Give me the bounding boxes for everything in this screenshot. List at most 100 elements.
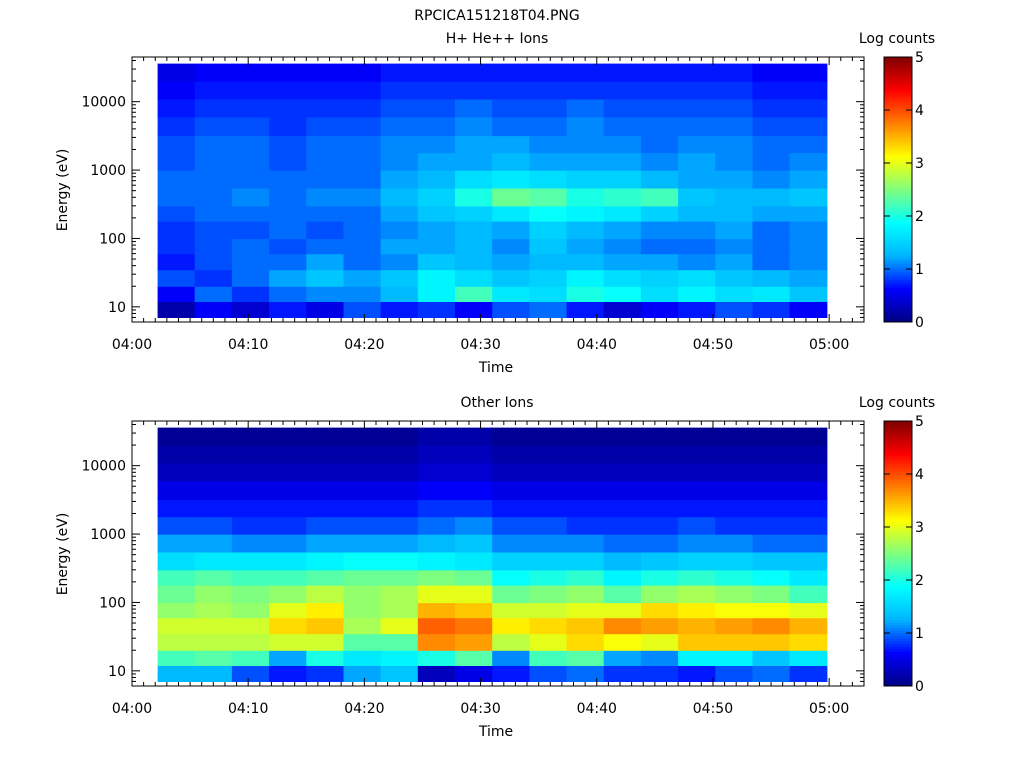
heatmap-cell (566, 135, 605, 154)
heatmap-cell (455, 650, 493, 666)
heatmap-cell (640, 187, 679, 207)
colorbar-tick-label: 0 (915, 315, 924, 331)
colorbar-swatch (884, 234, 912, 238)
heatmap-cell (306, 633, 345, 651)
colorbar-swatch (884, 516, 912, 520)
heatmap-cell (603, 253, 642, 271)
heatmap-cell (640, 551, 679, 571)
heatmap-cell (380, 585, 419, 604)
heatmap-cell (715, 135, 754, 154)
heatmap-cell (715, 445, 754, 464)
heatmap-cell (640, 445, 679, 464)
heatmap-cell (492, 238, 530, 255)
colorbar-swatch (884, 231, 912, 236)
heatmap-cell (678, 665, 716, 682)
heatmap-cell (640, 269, 679, 287)
heatmap-cell (157, 602, 196, 619)
heatmap-cell (455, 286, 493, 302)
heatmap-cell (492, 617, 530, 635)
heatmap-cell (231, 301, 270, 318)
heatmap-cell (157, 462, 196, 482)
colorbar-swatch (884, 104, 912, 108)
colorbar-swatch (884, 176, 912, 180)
heatmap-cells (157, 63, 828, 318)
colorbar-swatch (884, 117, 912, 122)
heatmap-cell (789, 633, 828, 651)
colorbar-tick-label: 3 (915, 520, 924, 536)
colorbar-swatch (884, 287, 912, 291)
heatmap-cell (417, 98, 456, 118)
heatmap-cell (343, 617, 382, 635)
heatmap-cell (343, 63, 382, 82)
colorbar-swatch (884, 221, 912, 225)
heatmap-cell (715, 534, 754, 553)
heatmap-cell (492, 480, 530, 501)
heatmap-cell (194, 585, 233, 604)
colorbar-swatch (884, 643, 912, 647)
heatmap-cell (455, 187, 493, 207)
heatmap-cell (529, 253, 568, 271)
heatmap-cell (455, 462, 493, 482)
heatmap-cell (715, 569, 754, 586)
heatmap-cell (715, 116, 754, 137)
heatmap-cell (306, 205, 345, 222)
plot-frame (131, 420, 865, 687)
heatmap-cell (231, 445, 270, 464)
heatmap-cell (343, 602, 382, 619)
heatmap-cell (752, 170, 791, 189)
heatmap-cell (269, 427, 307, 446)
heatmap-cell (529, 633, 568, 651)
heatmap-cell (715, 286, 754, 302)
heatmap-cell (231, 617, 270, 635)
heatmap-cell (640, 81, 679, 100)
heatmap-cell (566, 81, 605, 100)
colorbar-swatch (884, 656, 912, 660)
heatmap-cell (157, 286, 196, 302)
heatmap-cell (343, 238, 382, 255)
heatmap-cell (231, 551, 270, 571)
colorbar-swatch (884, 638, 912, 642)
heatmap-cell (678, 569, 716, 586)
heatmap-cell (640, 633, 679, 651)
heatmap-cell (529, 602, 568, 619)
heatmap-cell (380, 445, 419, 464)
heatmap-cell (789, 301, 828, 318)
colorbar-swatch (884, 123, 912, 127)
colorbar-swatch (884, 580, 912, 584)
x-axis-label: Time (478, 360, 513, 376)
colorbar-swatch (884, 609, 912, 613)
heatmap-cell (343, 569, 382, 586)
colorbar-swatch (884, 70, 912, 74)
heatmap-cell (752, 81, 791, 100)
colorbar-swatch (884, 487, 912, 491)
heatmap-cell (269, 534, 307, 553)
heatmap-cell (455, 135, 493, 154)
heatmap-cell (417, 650, 456, 666)
heatmap-cell (380, 462, 419, 482)
heatmap-cell (231, 480, 270, 501)
heatmap-cell (455, 81, 493, 100)
heatmap-cell (269, 617, 307, 635)
heatmap-cell (343, 650, 382, 666)
colorbar-swatch (884, 500, 912, 504)
heatmap-cell (380, 602, 419, 619)
colorbar-swatch (884, 640, 912, 645)
colorbar-swatch (884, 648, 912, 653)
colorbar-frame (883, 420, 913, 687)
heatmap-cell (380, 238, 419, 255)
heatmap-cell (417, 665, 456, 682)
heatmap-cell (194, 98, 233, 118)
heatmap-cell (157, 98, 196, 118)
heatmap-cell (231, 665, 270, 682)
heatmap-cell (640, 152, 679, 171)
colorbar-swatch (884, 311, 912, 315)
colorbar-swatch (884, 263, 912, 267)
heatmap-cell (752, 665, 791, 682)
heatmap-cell (789, 286, 828, 302)
heatmap-cell (789, 205, 828, 222)
panel-h-he-ions: H+ He++ Ions Log counts Time Energy (eV)… (55, 31, 935, 376)
heatmap-cell (492, 602, 530, 619)
heatmap-cell (380, 63, 419, 82)
axes: 04:00 04:10 04:20 04:30 04:40 04:50 05:00 10 100… (81, 420, 865, 717)
heatmap-cell (194, 665, 233, 682)
